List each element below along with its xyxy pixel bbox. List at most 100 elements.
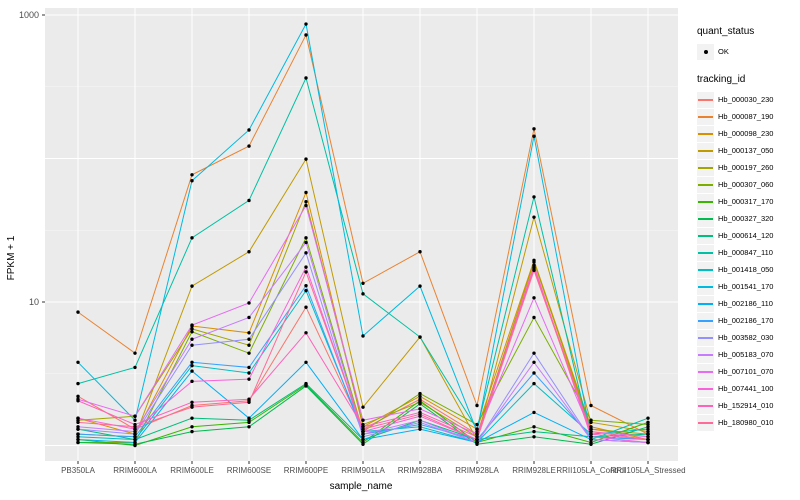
legend-item-label: Hb_002186_110: [718, 299, 773, 308]
legend-item-label: Hb_000307_060: [718, 180, 774, 189]
legend-item-Hb_000614_120: Hb_000614_120: [697, 227, 797, 244]
data-point: [304, 199, 308, 204]
data-point: [418, 402, 422, 406]
legend-item-Hb_000098_230: Hb_000098_230: [697, 125, 797, 142]
data-point: [532, 127, 536, 131]
data-point: [361, 418, 365, 422]
legend-item-Hb_007101_070: Hb_007101_070: [697, 363, 797, 380]
x-axis-title: sample_name: [330, 481, 393, 492]
legend-item-Hb_180980_010: Hb_180980_010: [697, 414, 797, 431]
data-point: [247, 337, 251, 341]
data-point: [532, 215, 536, 219]
legend-item-label: Hb_000847_110: [718, 248, 773, 257]
data-point: [646, 435, 650, 439]
legend: quant_status OK tracking_id Hb_000030_23…: [697, 26, 797, 445]
data-point: [532, 429, 536, 434]
legend-item-Hb_000847_110: Hb_000847_110: [697, 244, 797, 261]
data-point: [304, 251, 308, 255]
data-point: [418, 399, 422, 403]
data-point: [190, 236, 194, 240]
data-point: [589, 442, 593, 446]
data-point: [304, 270, 308, 274]
data-point: [190, 363, 194, 368]
data-point: [190, 416, 194, 420]
data-point: [76, 416, 80, 420]
data-point: [475, 403, 479, 408]
data-point: [247, 377, 251, 381]
legend-item-label: Hb_002186_170: [718, 316, 774, 325]
y-tick-label: 10: [29, 297, 39, 307]
data-point: [304, 22, 308, 26]
legend-key-line-icon: [697, 414, 714, 431]
data-point: [133, 432, 137, 436]
legend-item-Hb_152914_010: Hb_152914_010: [697, 397, 797, 414]
data-point: [589, 425, 593, 429]
legend-item-Hb_002186_170: Hb_002186_170: [697, 312, 797, 329]
data-point: [190, 337, 194, 341]
legend-item-label: Hb_000137_050: [718, 146, 774, 155]
legend-item-label: Hb_007101_070: [718, 367, 774, 376]
data-point: [133, 427, 137, 431]
data-point: [532, 381, 536, 386]
data-point: [532, 360, 536, 365]
legend-key-line-icon: [697, 176, 714, 193]
data-point: [190, 327, 194, 331]
data-point: [418, 284, 422, 288]
legend-item-label: Hb_003582_030: [718, 333, 774, 342]
data-point: [190, 425, 194, 429]
data-point: [133, 440, 137, 445]
data-point: [190, 360, 194, 365]
legend-item-Hb_005183_070: Hb_005183_070: [697, 346, 797, 363]
ok-point-icon: [697, 43, 714, 60]
data-point: [247, 331, 251, 335]
legend-item-Hb_002186_110: Hb_002186_110: [697, 295, 797, 312]
y-tick-labels: 1000 10: [19, 10, 39, 307]
data-point: [475, 432, 479, 436]
data-point: [589, 435, 593, 439]
data-point: [589, 403, 593, 408]
data-point: [304, 384, 308, 388]
data-point: [247, 400, 251, 405]
legend-key-line-icon: [697, 278, 714, 295]
data-point: [475, 427, 479, 431]
legend-key-line-icon: [697, 159, 714, 176]
legend-key-line-icon: [697, 193, 714, 210]
data-point: [304, 236, 308, 240]
legend-item-label: Hb_000030_230: [718, 95, 774, 104]
data-point: [247, 365, 251, 370]
legend-item-label: Hb_000317_170: [718, 197, 774, 206]
data-point: [361, 425, 365, 429]
x-tick-label: RRIM600LE: [170, 466, 214, 475]
data-point: [133, 437, 137, 442]
data-point: [361, 437, 365, 442]
legend-item-label: Hb_000098_230: [718, 129, 774, 138]
panel-rect: [45, 8, 678, 461]
data-point: [76, 437, 80, 442]
data-point: [76, 432, 80, 436]
data-point: [247, 371, 251, 375]
data-point: [304, 305, 308, 309]
data-point: [133, 414, 137, 418]
data-point: [418, 412, 422, 416]
x-tick-label: RRIM600SE: [227, 466, 271, 475]
data-point: [76, 420, 80, 425]
data-point: [532, 268, 536, 273]
gridlines: [45, 8, 678, 461]
data-point: [133, 418, 137, 422]
data-point: [475, 429, 479, 434]
data-point: [133, 425, 137, 429]
legend-item-Hb_007441_100: Hb_007441_100: [697, 380, 797, 397]
data-point: [304, 240, 308, 245]
data-point: [190, 405, 194, 409]
data-point: [532, 425, 536, 429]
legend-quant-status-title: quant_status: [697, 26, 755, 37]
legend-key-line-icon: [697, 329, 714, 346]
legend-key-line-icon: [697, 312, 714, 329]
data-point: [646, 432, 650, 436]
data-point: [589, 418, 593, 422]
data-point: [589, 432, 593, 436]
legend-key-line-icon: [697, 142, 714, 159]
data-point: [532, 351, 536, 355]
legend-item-label: Hb_000327_320: [718, 214, 774, 223]
